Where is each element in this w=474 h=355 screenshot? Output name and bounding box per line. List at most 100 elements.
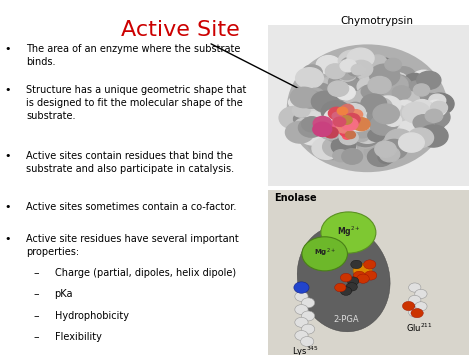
Circle shape	[337, 107, 347, 115]
Text: •: •	[5, 234, 11, 244]
Circle shape	[383, 116, 401, 130]
Text: pKa: pKa	[55, 289, 73, 299]
Circle shape	[299, 123, 328, 145]
Circle shape	[410, 100, 426, 112]
Circle shape	[356, 74, 380, 92]
Circle shape	[367, 109, 387, 124]
Circle shape	[340, 80, 370, 102]
Circle shape	[415, 289, 427, 299]
Circle shape	[316, 56, 341, 74]
Circle shape	[324, 127, 338, 138]
Circle shape	[306, 88, 325, 102]
Circle shape	[374, 82, 394, 98]
Circle shape	[339, 92, 369, 114]
Circle shape	[319, 124, 334, 135]
Circle shape	[352, 97, 370, 110]
Circle shape	[337, 118, 345, 125]
Circle shape	[375, 141, 396, 157]
Circle shape	[311, 98, 342, 121]
FancyBboxPatch shape	[268, 190, 469, 355]
Circle shape	[334, 121, 348, 131]
Circle shape	[335, 63, 358, 80]
Circle shape	[365, 86, 386, 101]
Circle shape	[343, 92, 371, 114]
Circle shape	[301, 311, 315, 321]
Circle shape	[385, 59, 401, 71]
Circle shape	[309, 111, 330, 127]
Circle shape	[311, 91, 339, 112]
Circle shape	[413, 115, 434, 130]
Text: 2-PGA: 2-PGA	[333, 315, 359, 324]
Circle shape	[370, 64, 400, 87]
Circle shape	[340, 60, 365, 80]
Circle shape	[389, 141, 408, 154]
Circle shape	[341, 118, 358, 130]
Circle shape	[301, 298, 315, 308]
Circle shape	[359, 83, 389, 106]
Circle shape	[408, 101, 437, 123]
Text: Glu$^{211}$: Glu$^{211}$	[406, 321, 433, 334]
Circle shape	[416, 71, 432, 84]
Circle shape	[289, 96, 306, 109]
Circle shape	[383, 80, 410, 100]
Circle shape	[337, 67, 356, 81]
Circle shape	[293, 112, 312, 126]
Circle shape	[390, 120, 418, 141]
Circle shape	[312, 137, 341, 159]
Circle shape	[400, 114, 427, 134]
Circle shape	[353, 118, 370, 131]
Circle shape	[301, 324, 315, 334]
Circle shape	[300, 91, 323, 108]
Circle shape	[357, 77, 382, 96]
Circle shape	[387, 102, 403, 114]
Circle shape	[352, 126, 374, 142]
Circle shape	[368, 76, 391, 94]
Circle shape	[356, 113, 375, 127]
FancyBboxPatch shape	[268, 25, 469, 186]
Circle shape	[336, 66, 358, 82]
Text: Lys$^{345}$: Lys$^{345}$	[292, 344, 319, 355]
Circle shape	[349, 110, 363, 120]
Circle shape	[354, 130, 369, 142]
Circle shape	[409, 295, 421, 305]
Circle shape	[409, 75, 428, 88]
Circle shape	[409, 105, 429, 121]
Circle shape	[348, 89, 375, 110]
Circle shape	[346, 283, 357, 291]
Circle shape	[315, 113, 342, 133]
Circle shape	[402, 301, 415, 311]
Circle shape	[291, 87, 318, 108]
Text: –: –	[33, 268, 39, 278]
Circle shape	[323, 88, 345, 104]
Circle shape	[329, 121, 342, 131]
Circle shape	[400, 90, 420, 106]
Circle shape	[386, 72, 408, 89]
Circle shape	[399, 92, 419, 107]
Circle shape	[334, 140, 356, 156]
Circle shape	[340, 60, 356, 72]
Text: Mg$^{2+}$: Mg$^{2+}$	[314, 247, 336, 259]
Circle shape	[376, 105, 395, 119]
Circle shape	[422, 125, 437, 136]
Circle shape	[328, 107, 345, 119]
Circle shape	[315, 100, 332, 112]
Circle shape	[295, 291, 308, 301]
Circle shape	[338, 86, 354, 98]
Circle shape	[354, 122, 382, 143]
Circle shape	[333, 115, 348, 126]
Circle shape	[411, 308, 423, 318]
Circle shape	[322, 84, 347, 103]
Circle shape	[344, 109, 364, 124]
Circle shape	[351, 64, 365, 75]
Circle shape	[381, 140, 407, 159]
Circle shape	[339, 102, 361, 118]
Circle shape	[385, 114, 401, 126]
Circle shape	[329, 122, 351, 139]
Circle shape	[365, 271, 377, 280]
Circle shape	[352, 122, 373, 138]
Circle shape	[321, 101, 351, 123]
Circle shape	[335, 127, 364, 149]
Circle shape	[420, 121, 435, 132]
Circle shape	[313, 107, 340, 127]
Circle shape	[337, 105, 363, 125]
